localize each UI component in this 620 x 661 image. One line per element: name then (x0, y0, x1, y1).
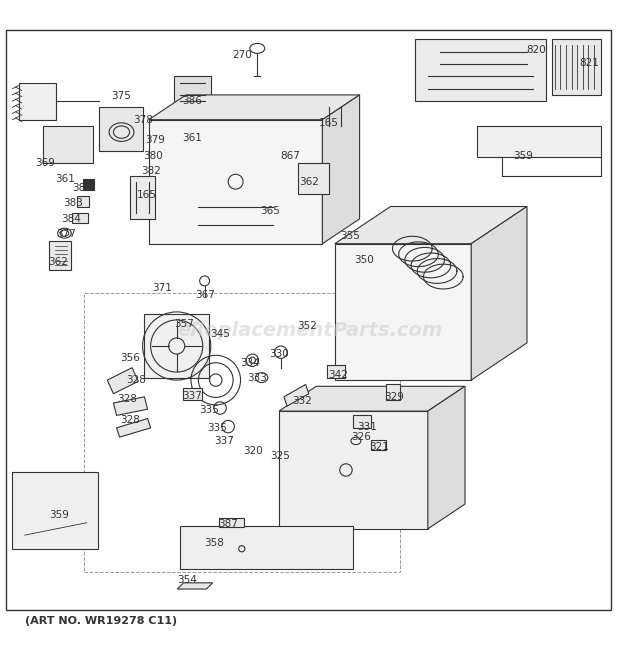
Polygon shape (149, 95, 360, 120)
Text: 821: 821 (579, 58, 599, 67)
Text: 385: 385 (72, 183, 92, 193)
Text: 380: 380 (143, 151, 163, 161)
Text: 356: 356 (120, 354, 140, 364)
Text: 377: 377 (56, 229, 76, 239)
Polygon shape (298, 163, 329, 194)
Text: 384: 384 (61, 214, 81, 224)
Text: 365: 365 (260, 206, 280, 216)
Text: eReplacementParts.com: eReplacementParts.com (177, 321, 443, 340)
Text: 337: 337 (215, 436, 234, 446)
Polygon shape (322, 101, 347, 132)
Text: 387: 387 (218, 519, 238, 529)
Text: 325: 325 (270, 451, 290, 461)
Text: (ART NO. WR19278 C11): (ART NO. WR19278 C11) (25, 615, 177, 626)
Bar (84, 293, 400, 572)
Text: 357: 357 (174, 319, 194, 329)
Polygon shape (72, 214, 88, 223)
Text: 379: 379 (145, 135, 165, 145)
Text: 337: 337 (182, 391, 202, 401)
Text: 328: 328 (120, 415, 140, 426)
Polygon shape (19, 83, 56, 120)
Polygon shape (177, 583, 213, 589)
Text: 383: 383 (63, 198, 83, 208)
Text: 386: 386 (182, 96, 202, 106)
Polygon shape (279, 411, 428, 529)
Text: 165: 165 (136, 190, 156, 200)
Text: 371: 371 (153, 284, 172, 293)
Text: 345: 345 (210, 329, 230, 338)
Text: 375: 375 (111, 91, 131, 101)
Polygon shape (49, 241, 71, 270)
Polygon shape (174, 76, 211, 107)
Text: 342: 342 (328, 370, 348, 380)
Text: 369: 369 (35, 158, 55, 168)
Polygon shape (77, 196, 89, 207)
Text: 362: 362 (48, 257, 68, 267)
Text: 165: 165 (319, 118, 339, 128)
Polygon shape (149, 120, 322, 244)
Polygon shape (415, 39, 546, 101)
Text: 334: 334 (240, 358, 260, 368)
Text: 350: 350 (354, 255, 374, 266)
Polygon shape (279, 386, 465, 411)
Polygon shape (12, 472, 98, 549)
Polygon shape (322, 95, 360, 244)
Text: 867: 867 (280, 151, 300, 161)
Text: 335: 335 (199, 405, 219, 415)
Polygon shape (552, 39, 601, 95)
Polygon shape (219, 518, 244, 527)
Text: 358: 358 (204, 537, 224, 547)
Text: 359: 359 (49, 510, 69, 520)
Text: 361: 361 (182, 134, 202, 143)
Text: 361: 361 (55, 174, 75, 184)
Polygon shape (43, 126, 93, 163)
Polygon shape (117, 418, 151, 437)
Polygon shape (477, 126, 601, 157)
Polygon shape (335, 244, 471, 380)
Text: 333: 333 (247, 373, 267, 383)
Text: 367: 367 (195, 290, 215, 299)
Text: 335: 335 (207, 423, 227, 433)
Polygon shape (144, 314, 209, 378)
Text: 328: 328 (126, 375, 146, 385)
Text: 352: 352 (297, 321, 317, 330)
Text: 328: 328 (117, 394, 137, 404)
Text: 355: 355 (340, 231, 360, 241)
Text: 362: 362 (299, 176, 319, 186)
Polygon shape (335, 206, 527, 244)
Text: 330: 330 (269, 349, 289, 359)
Bar (83, 179, 94, 190)
Polygon shape (386, 385, 400, 400)
Polygon shape (371, 440, 386, 449)
Text: 354: 354 (177, 575, 197, 585)
Text: 382: 382 (141, 166, 161, 176)
Text: 326: 326 (351, 432, 371, 442)
Polygon shape (284, 385, 309, 406)
Polygon shape (183, 387, 202, 400)
Text: 320: 320 (243, 446, 263, 456)
Polygon shape (130, 176, 155, 219)
Text: 321: 321 (370, 442, 389, 452)
Polygon shape (99, 107, 143, 151)
Polygon shape (471, 206, 527, 380)
Text: 270: 270 (232, 50, 252, 59)
Polygon shape (428, 386, 465, 529)
Text: 331: 331 (357, 422, 377, 432)
Text: 332: 332 (293, 395, 312, 406)
Polygon shape (113, 397, 148, 416)
Polygon shape (107, 368, 138, 394)
Polygon shape (327, 365, 345, 378)
Text: 329: 329 (384, 393, 404, 403)
Text: 359: 359 (513, 151, 533, 161)
Text: 820: 820 (526, 45, 546, 56)
Polygon shape (180, 525, 353, 569)
Text: 378: 378 (133, 115, 153, 125)
Polygon shape (353, 416, 371, 428)
